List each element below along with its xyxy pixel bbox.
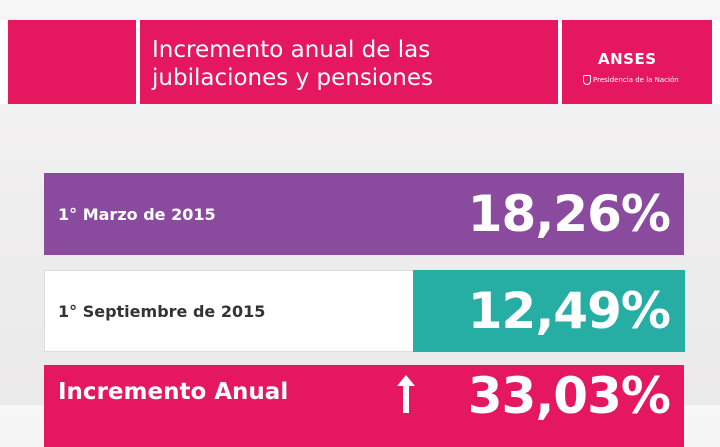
row-value: 18,26%: [467, 185, 671, 243]
header-left-block: [8, 20, 136, 104]
header-brand-block: [562, 20, 712, 104]
row-value: 33,03%: [467, 367, 671, 425]
arrow-up-icon: [397, 375, 415, 413]
value-background: [413, 270, 685, 352]
shield-icon: [583, 75, 591, 85]
page-title-line-1: Incremento anual de las: [152, 37, 431, 63]
page-title-line-2: jubilaciones y pensiones: [152, 65, 433, 91]
row-label: Incremento Anual: [58, 379, 289, 405]
row-label: 1° Septiembre de 2015: [58, 301, 266, 321]
increase-row-september: 1° Septiembre de 2015 12,49%: [44, 270, 685, 352]
brand-subtitle-text: Presidencia de la Nación: [593, 76, 679, 84]
header-band: Incremento anual de las jubilaciones y p…: [0, 20, 720, 104]
anses-logo: ANSES: [598, 50, 657, 68]
increase-row-march: 1° Marzo de 2015 18,26%: [44, 173, 684, 255]
page-title: Incremento anual de las jubilaciones y p…: [152, 36, 552, 92]
increase-row-annual: Incremento Anual 33,03%: [44, 365, 684, 447]
header-title-block: [140, 20, 558, 104]
row-value: 12,49%: [467, 282, 671, 340]
brand-subtitle: Presidencia de la Nación: [583, 75, 679, 85]
row-label: 1° Marzo de 2015: [58, 204, 216, 224]
